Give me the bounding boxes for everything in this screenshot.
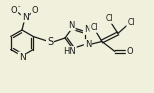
Text: Cl: Cl [105, 14, 113, 23]
Text: N: N [22, 12, 28, 21]
Text: N: N [68, 21, 75, 30]
Text: Cl: Cl [127, 18, 135, 27]
Text: S: S [47, 37, 53, 47]
Text: O: O [32, 5, 38, 15]
Text: HN: HN [63, 47, 76, 56]
Text: N: N [84, 25, 90, 34]
Text: Cl: Cl [90, 23, 98, 32]
Text: O: O [127, 47, 133, 56]
Text: N: N [19, 53, 25, 61]
Text: -: - [18, 3, 20, 9]
Text: O: O [11, 5, 17, 15]
Text: N: N [85, 40, 91, 49]
